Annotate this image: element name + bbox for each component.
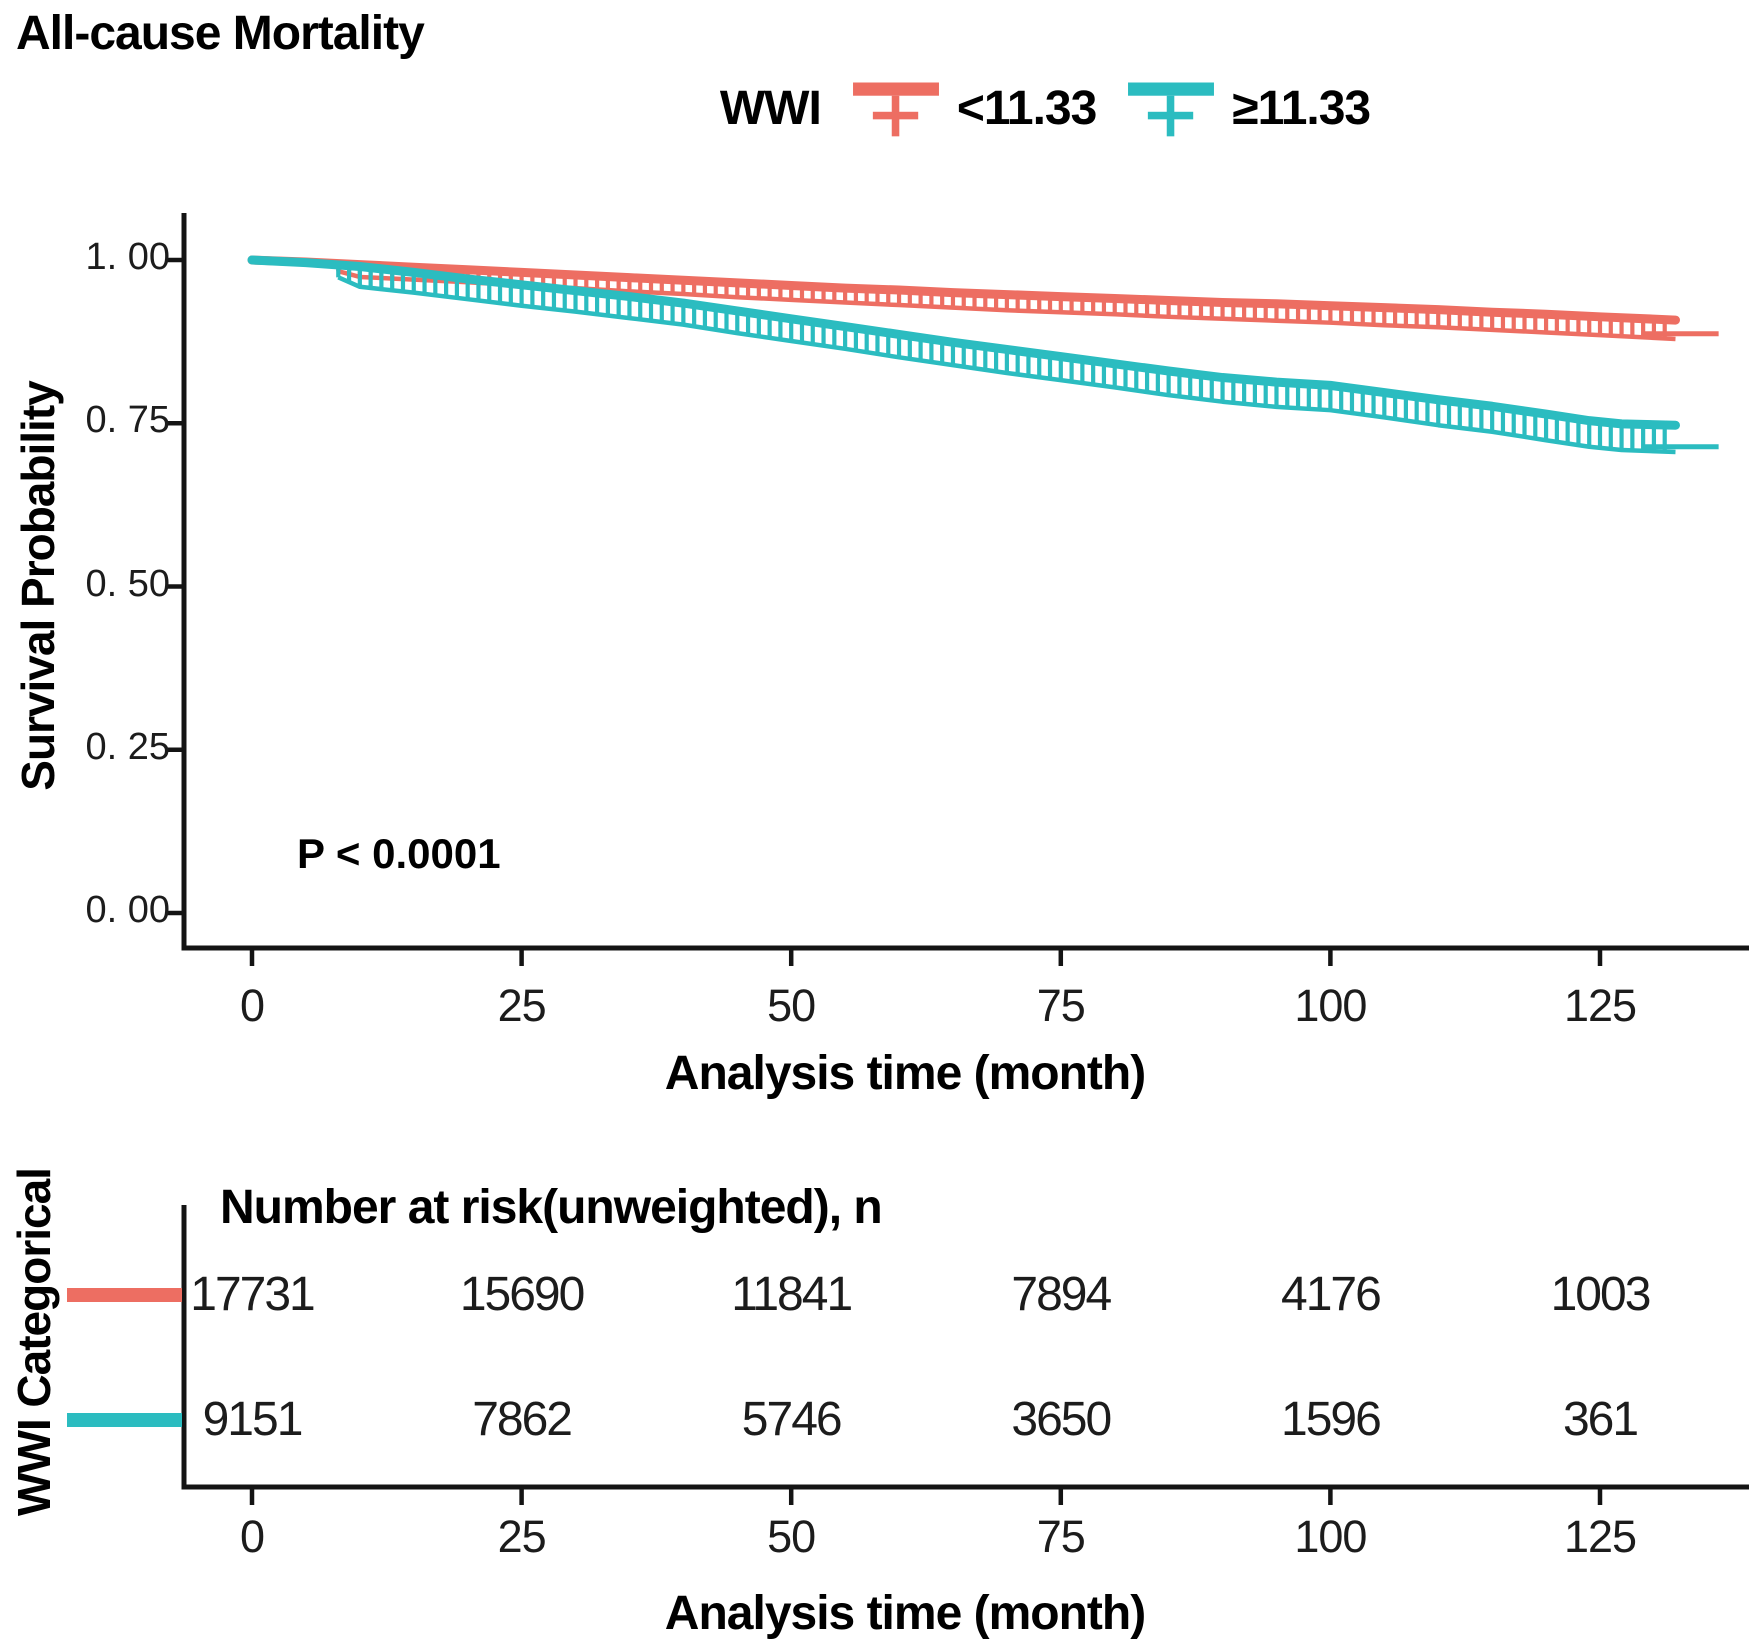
risk-x-tick-label: 25 [497,1511,547,1562]
legend: WWI <11.33 ≥11.33 [600,74,1490,142]
risk-count: 361 [1562,1393,1639,1446]
risk-x-tick-label: 50 [767,1511,816,1562]
risk-row-axis-title: WWI Categorical [8,1168,60,1516]
figure-title: All-cause Mortality [16,7,425,60]
legend-key-group2-icon [1128,82,1215,137]
risk-count: 4176 [1281,1268,1382,1321]
risk-x-tick-label: 125 [1563,1511,1637,1562]
risk-count: 5746 [741,1393,843,1446]
y-tick-label: 0. 25 [85,725,170,768]
risk-x-axis-title: Analysis time (month) [664,1587,1146,1640]
risk-count: 1596 [1281,1393,1382,1446]
risk-table-header: Number at risk(unweighted), n [220,1181,883,1234]
risk-count: 1003 [1550,1268,1652,1321]
p-value-annotation: P < 0.0001 [297,830,501,877]
legend-item-group1: <11.33 [851,74,1097,142]
risk-x-tick-label: 75 [1036,1511,1086,1562]
risk-count: 7862 [472,1393,573,1446]
x-tick-label: 25 [497,980,547,1031]
legend-item-group2-label: ≥11.33 [1232,81,1371,135]
risk-count: 3650 [1011,1393,1112,1446]
legend-key-group1-icon [852,82,939,137]
legend-item-group1-label: <11.33 [956,81,1097,135]
x-axis-title: Analysis time (month) [664,1047,1146,1100]
y-tick-label: 0. 75 [85,399,170,442]
risk-count: 11841 [731,1268,853,1321]
y-tick-label: 0. 50 [85,562,170,605]
x-tick-label: 0 [239,980,265,1031]
legend-item-group2: ≥11.33 [1126,74,1371,142]
risk-count: 15690 [459,1268,585,1321]
risk-count: 9151 [202,1393,304,1446]
risk-count: 7894 [1011,1268,1112,1321]
risk-x-tick-label: 0 [239,1511,265,1562]
x-tick-label: 125 [1563,980,1637,1031]
x-tick-label: 100 [1294,980,1367,1031]
risk-count: 17731 [190,1268,315,1321]
risk-x-tick-label: 100 [1294,1511,1367,1562]
legend-group-label: WWI [719,81,822,135]
x-tick-label: 75 [1036,980,1086,1031]
y-tick-label: 1. 00 [85,236,170,278]
x-tick-label: 50 [767,980,816,1031]
y-tick-label: 0. 00 [85,889,170,931]
